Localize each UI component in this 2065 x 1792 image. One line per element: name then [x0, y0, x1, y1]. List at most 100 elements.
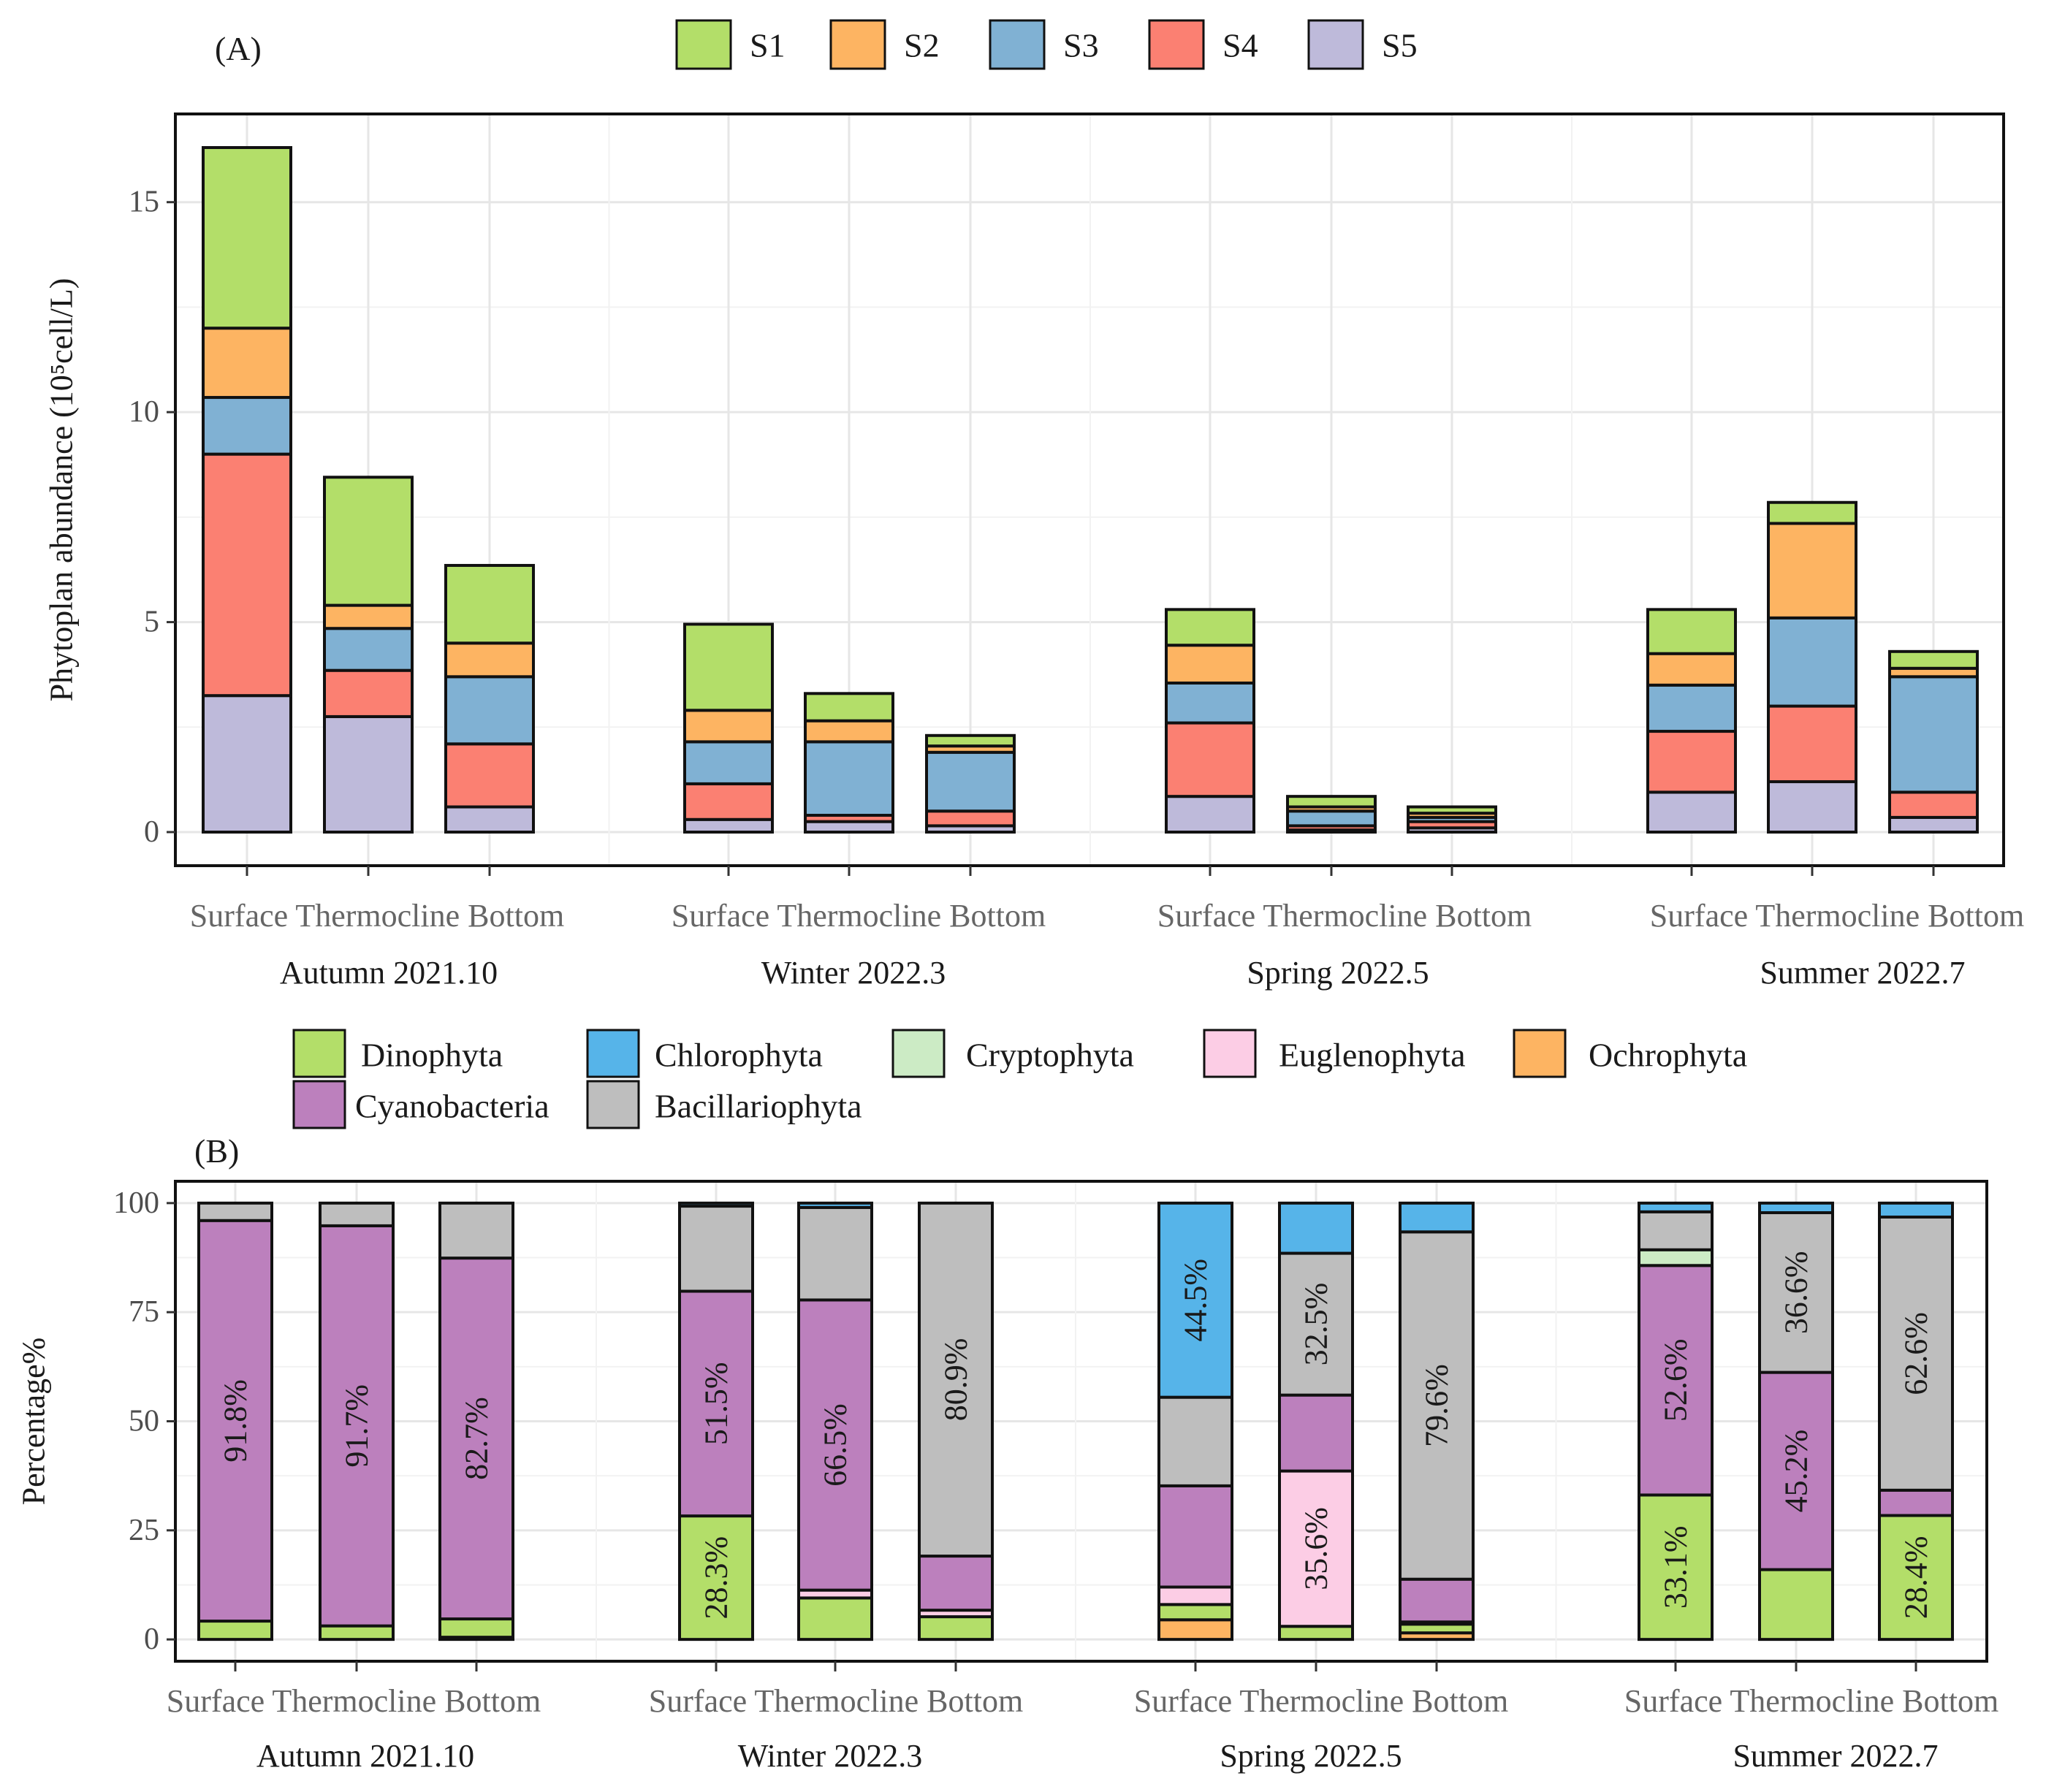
- legend-label: Chlorophyta: [655, 1037, 823, 1074]
- bar-segment-s1: [444, 563, 535, 645]
- data-label: 28.4%: [1898, 1536, 1934, 1619]
- bar-segment-ochrophyta: [1157, 1618, 1233, 1642]
- bar-segment-cyanobacteria: [1399, 1577, 1475, 1624]
- x-tick-label-group: Surface Thermocline Bottom: [1650, 898, 2024, 934]
- bar-segment-chlorophyta: [1278, 1201, 1354, 1255]
- bar-segment-s1: [925, 733, 1016, 748]
- bar-segment-bacillariophyta: [1399, 1230, 1475, 1581]
- legend-label: Ochrophyta: [1589, 1037, 1747, 1074]
- panel-label-b: (B): [194, 1132, 239, 1170]
- bar-segment-s5: [323, 714, 414, 834]
- bar-segment-s5: [1165, 795, 1255, 834]
- bar-segment-s3: [1646, 683, 1737, 733]
- data-label: 28.3%: [699, 1536, 734, 1620]
- data-label: 66.5%: [818, 1403, 853, 1487]
- legend-swatch: [292, 1080, 346, 1129]
- bars: [202, 145, 1979, 834]
- y-tick-label: 10: [129, 395, 159, 429]
- bar-segment-bacillariophyta: [197, 1201, 273, 1222]
- legend-label: Cryptophyta: [966, 1037, 1134, 1074]
- bar-segment-s5: [202, 694, 292, 834]
- bar-segment-s4: [1165, 721, 1255, 798]
- bar-segment-bacillariophyta: [918, 1201, 994, 1558]
- y-tick-label: 0: [144, 815, 159, 849]
- legend-item-cyanobacteria: Cyanobacteria: [292, 1080, 549, 1129]
- bar-segment-bacillariophyta: [1758, 1211, 1834, 1374]
- legend-swatch: [1203, 1029, 1257, 1078]
- bar-segment-s3: [1286, 809, 1377, 828]
- legend-item-cryptophyta: Cryptophyta: [891, 1029, 1134, 1078]
- legend-swatch: [292, 1029, 346, 1078]
- legend-swatch: [675, 19, 732, 70]
- bar-segment-chlorophyta: [1878, 1201, 1954, 1219]
- bar-segment-cyanobacteria: [1157, 1484, 1233, 1589]
- bars: [197, 1201, 1954, 1642]
- bar-segment-s4: [323, 668, 414, 718]
- legend-item-s3: S3: [989, 19, 1099, 70]
- legend-swatch: [829, 19, 886, 70]
- season-label: Autumn 2021.10: [280, 955, 498, 991]
- legend-label: Dinophyta: [361, 1037, 503, 1074]
- panel-label-a: (A): [215, 30, 262, 67]
- y-tick-label: 0: [144, 1623, 159, 1656]
- data-label: 45.2%: [1779, 1430, 1814, 1513]
- bar-segment-chlorophyta: [678, 1201, 754, 1208]
- season-label: Autumn 2021.10: [256, 1738, 474, 1774]
- legend-label: S4: [1222, 27, 1258, 64]
- bar-segment-s2: [1646, 652, 1737, 687]
- data-label: 91.8%: [218, 1379, 254, 1463]
- bar-segment-s3: [1888, 675, 1979, 794]
- bar-segment-s1: [1888, 649, 1979, 670]
- plot-frame: [174, 113, 2005, 867]
- legend-swatch: [891, 1029, 946, 1078]
- bar-segment-s5: [444, 805, 535, 834]
- legend-item-s5: S5: [1307, 19, 1418, 70]
- data-label: 82.7%: [459, 1397, 495, 1480]
- data-label: 80.9%: [938, 1338, 974, 1422]
- bar-segment-cyanobacteria: [1758, 1370, 1834, 1571]
- legend-item-ochrophyta: Ochrophyta: [1513, 1029, 1747, 1078]
- season-label: Winter 2022.3: [761, 955, 946, 991]
- bar-segment-s2: [804, 719, 894, 744]
- data-label: 44.5%: [1178, 1259, 1214, 1342]
- legend-item-s2: S2: [829, 19, 940, 70]
- data-label: 52.6%: [1658, 1339, 1694, 1422]
- bar-segment-dinophyta: [1157, 1603, 1233, 1622]
- x-tick-label-group: Surface Thermocline Bottom: [1157, 898, 1532, 934]
- legend-swatch: [1148, 19, 1205, 70]
- season-label: Winter 2022.3: [738, 1738, 922, 1774]
- bar-segment-euglenophyta: [1157, 1585, 1233, 1606]
- bar-segment-bacillariophyta: [1878, 1215, 1954, 1492]
- y-tick-label: 25: [129, 1514, 159, 1547]
- legend-swatch: [586, 1029, 640, 1078]
- season-label: Spring 2022.5: [1247, 955, 1429, 991]
- y-tick-label: 100: [113, 1186, 159, 1220]
- bar-segment-s4: [444, 742, 535, 809]
- x-tick-label-group: Surface Thermocline Bottom: [167, 1683, 541, 1719]
- bar-segment-cryptophyta: [1638, 1248, 1714, 1267]
- x-axis: Surface Thermocline Bottom Autumn 2021.10…: [167, 1661, 1999, 1774]
- legend-label: Cyanobacteria: [355, 1088, 549, 1125]
- bar-segment-s3: [683, 740, 774, 785]
- bar-segment-cyanobacteria: [1278, 1393, 1354, 1473]
- y-axis: 0 25 50 75 100 Percentage%: [16, 1186, 175, 1656]
- bar-segment-s2: [1165, 644, 1255, 685]
- y-axis: 0 5 10 15 Phytoplan abundance (10⁵cell/L): [44, 186, 175, 849]
- legend-item-euglenophyta: Euglenophyta: [1203, 1029, 1466, 1078]
- legend-item-chlorophyta: Chlorophyta: [586, 1029, 823, 1078]
- bar-segment-chlorophyta: [1399, 1201, 1475, 1234]
- bar-segment-s3: [323, 627, 414, 672]
- bar-segment-chlorophyta: [1758, 1201, 1834, 1215]
- bar-segment-s4: [683, 782, 774, 821]
- data-label: 32.5%: [1298, 1283, 1334, 1366]
- bar-segment-dinophyta: [1758, 1568, 1834, 1642]
- y-tick-label: 75: [129, 1295, 159, 1329]
- y-axis-title: Phytoplan abundance (10⁵cell/L): [44, 278, 80, 702]
- legend-label: S1: [750, 27, 786, 64]
- x-tick-label-group: Surface Thermocline Bottom: [1624, 1683, 1999, 1719]
- bar-segment-dinophyta: [1638, 1493, 1714, 1642]
- bar-segment-dinophyta: [918, 1615, 994, 1642]
- bar-segment-bacillariophyta: [319, 1201, 395, 1227]
- legend-label: Euglenophyta: [1279, 1037, 1466, 1074]
